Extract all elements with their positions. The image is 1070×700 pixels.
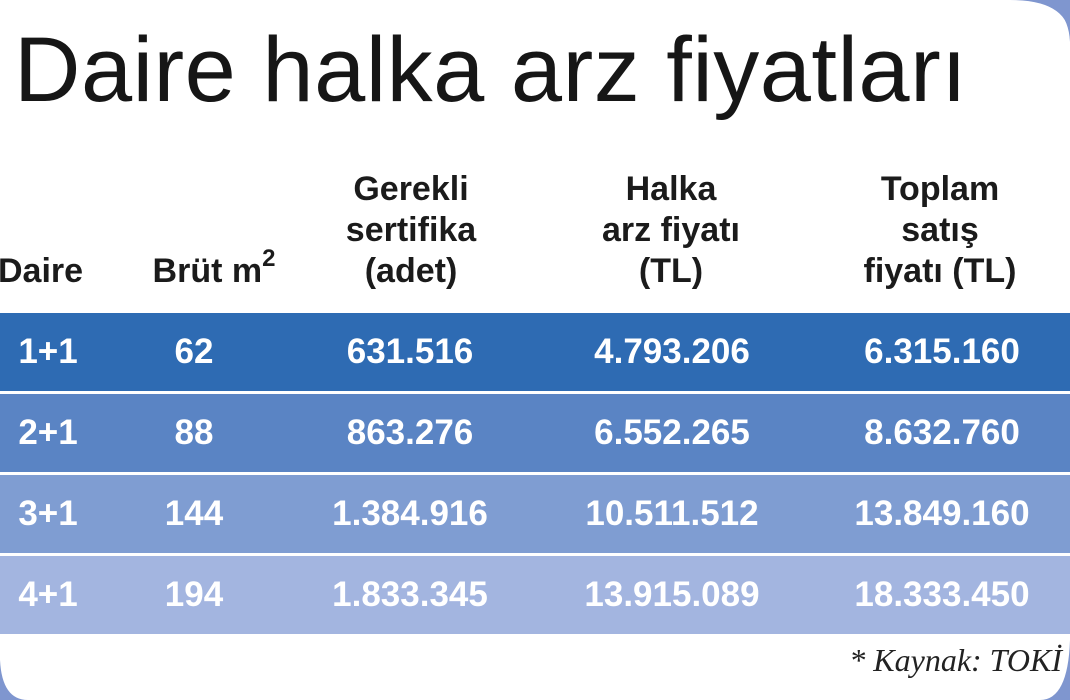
header-daire: Daire: [0, 251, 100, 292]
cell-daire: 1+1: [18, 332, 78, 371]
cell-brut: 144: [164, 494, 224, 533]
header-sertifika: Gerekli sertifika (adet): [318, 169, 504, 292]
frame-corner-top-right: [1010, 0, 1070, 40]
header-halka-line-3: (TL): [638, 252, 704, 290]
header-toplam: Toplam satış fiyatı (TL): [820, 169, 1060, 292]
table-header: Daire Brüt m2 Gerekli sertifika (adet) H…: [0, 160, 1070, 310]
frame-corner-top-right-inner: [1025, 0, 1070, 42]
source-note: * Kaynak: TOKİ: [849, 642, 1062, 678]
header-halka-line-2: arz fiyatı: [602, 211, 740, 249]
header-brut: Brüt m2: [138, 246, 290, 292]
cell-halka: 13.915.089: [584, 575, 760, 614]
header-toplam-line-2: satış: [901, 211, 979, 249]
header-halka-line-1: Halka: [625, 170, 717, 208]
cell-toplam: 18.333.450: [854, 575, 1030, 614]
cell-sertifika: 631.516: [346, 332, 474, 371]
table-row: 3+1 144 1.384.916 10.511.512 13.849.160: [0, 475, 1070, 553]
header-halka: Halka arz fiyatı (TL): [560, 169, 782, 292]
cell-halka: 6.552.265: [594, 413, 750, 452]
cell-halka: 4.793.206: [594, 332, 750, 371]
cell-brut: 62: [174, 332, 214, 371]
header-sertifika-line-1: Gerekli: [353, 170, 469, 208]
cell-toplam: 13.849.160: [854, 494, 1030, 533]
table-row: 2+1 88 863.276 6.552.265 8.632.760: [0, 394, 1070, 472]
cell-sertifika: 863.276: [346, 413, 474, 452]
cell-daire: 2+1: [18, 413, 78, 452]
cell-toplam: 8.632.760: [864, 413, 1020, 452]
page-title: Daire halka arz fiyatları: [14, 19, 968, 121]
frame-corner-bottom-left: [0, 660, 28, 700]
cell-brut: 88: [174, 413, 214, 452]
table-row: 1+1 62 631.516 4.793.206 6.315.160: [0, 313, 1070, 391]
table-body: 1+1 62 631.516 4.793.206 6.315.160 2+1 8…: [0, 313, 1070, 637]
cell-brut: 194: [164, 575, 224, 614]
cell-halka: 10.511.512: [585, 494, 759, 533]
header-brut-line: Brüt m2: [138, 246, 290, 292]
cell-sertifika: 1.384.916: [332, 494, 488, 533]
cell-sertifika: 1.833.345: [332, 575, 488, 614]
header-toplam-line-3: fiyatı (TL): [863, 252, 1017, 290]
cell-daire: 4+1: [18, 575, 78, 614]
table-row: 4+1 194 1.833.345 13.915.089 18.333.450: [0, 556, 1070, 634]
header-brut-superscript: 2: [262, 244, 276, 272]
header-toplam-line-1: Toplam: [880, 170, 1000, 208]
header-sertifika-line-2: sertifika: [345, 211, 477, 249]
cell-toplam: 6.315.160: [864, 332, 1020, 371]
header-daire-label: Daire: [0, 252, 84, 290]
header-sertifika-line-3: (adet): [364, 252, 458, 290]
header-brut-label: Brüt m: [152, 252, 263, 290]
cell-daire: 3+1: [18, 494, 78, 533]
